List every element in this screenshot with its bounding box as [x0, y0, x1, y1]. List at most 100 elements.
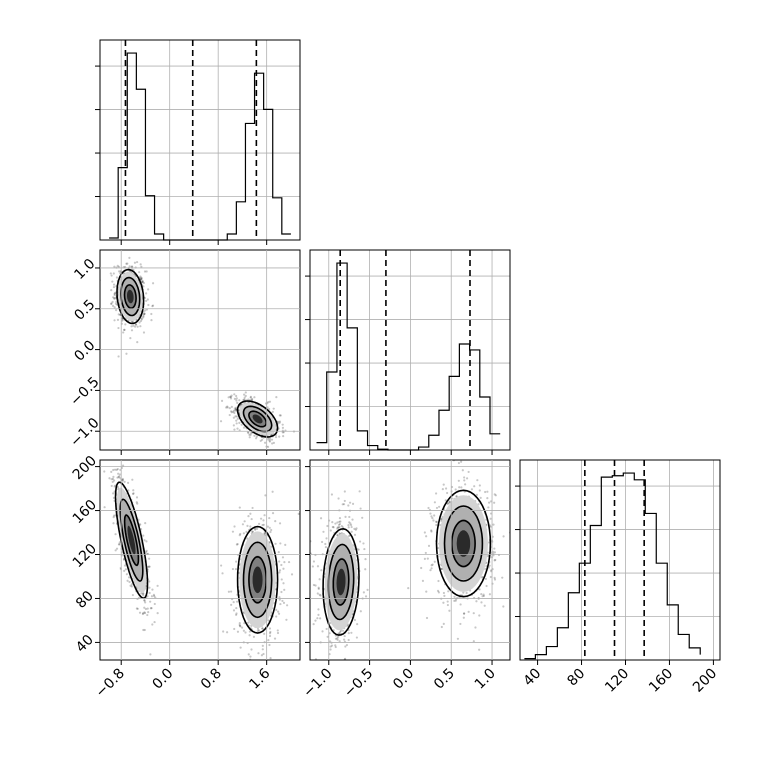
- sample-point: [476, 479, 479, 482]
- sample-point: [342, 683, 344, 685]
- sample-point: [281, 431, 284, 434]
- sample-point: [459, 622, 462, 626]
- sample-point: [112, 468, 115, 472]
- sample-point: [430, 530, 433, 533]
- sample-point: [268, 407, 271, 411]
- sample-point: [219, 420, 223, 423]
- sample-point: [488, 593, 491, 596]
- sample-point: [472, 640, 475, 643]
- sample-point: [262, 652, 265, 656]
- sample-point: [225, 406, 228, 409]
- sample-point: [143, 312, 146, 315]
- sample-point: [342, 503, 346, 506]
- sample-point: [436, 589, 440, 593]
- sample-point: [351, 502, 355, 505]
- sample-point: [267, 438, 270, 441]
- sample-point: [278, 596, 281, 599]
- sample-point: [427, 544, 431, 547]
- sample-point: [312, 560, 316, 563]
- sample-point: [258, 522, 261, 525]
- sample-point: [130, 585, 133, 588]
- sample-point: [235, 606, 238, 610]
- sample-point: [448, 500, 451, 503]
- x-tick-label-p3: 160: [646, 666, 676, 696]
- sample-point: [489, 525, 492, 528]
- sample-point: [111, 477, 115, 480]
- sample-point: [454, 599, 457, 602]
- sample-point: [248, 634, 251, 637]
- sample-point: [278, 420, 282, 423]
- sample-point: [344, 645, 347, 648]
- sample-point: [344, 515, 347, 518]
- sample-point: [140, 265, 143, 268]
- sample-point: [228, 413, 231, 417]
- sample-point: [432, 519, 435, 522]
- sample-point: [340, 532, 343, 535]
- sample-point: [278, 598, 281, 601]
- sample-point: [143, 628, 146, 632]
- sample-point: [261, 627, 264, 630]
- sample-point: [473, 485, 476, 488]
- sample-point: [124, 265, 127, 269]
- sample-point: [112, 283, 116, 286]
- sample-point: [130, 265, 133, 268]
- sample-point: [480, 601, 483, 604]
- sample-point: [153, 594, 156, 598]
- sample-point: [280, 578, 283, 581]
- contour-line: [242, 541, 273, 619]
- sample-point: [348, 521, 351, 524]
- sample-point: [239, 646, 242, 649]
- sample-point: [336, 638, 339, 641]
- sample-point: [142, 534, 145, 537]
- sample-point: [467, 610, 470, 613]
- sample-point: [144, 309, 147, 312]
- sample-point: [156, 584, 159, 587]
- sample-point: [493, 559, 496, 562]
- sample-point: [254, 527, 257, 530]
- sample-point: [347, 504, 350, 507]
- sample-point: [251, 506, 254, 510]
- sample-point: [285, 618, 288, 621]
- sample-point: [229, 395, 232, 398]
- sample-point: [486, 497, 489, 500]
- sample-point: [129, 584, 132, 587]
- sample-point: [332, 526, 335, 529]
- sample-point: [366, 588, 369, 591]
- sample-point: [336, 526, 339, 529]
- sample-point: [462, 612, 466, 615]
- sample-point: [446, 600, 449, 603]
- sample-point: [113, 297, 116, 300]
- sample-point: [220, 564, 223, 567]
- sample-point: [256, 629, 259, 633]
- sample-point: [349, 672, 351, 674]
- sample-point: [278, 421, 281, 424]
- sample-point: [134, 323, 137, 326]
- sample-point: [261, 627, 264, 630]
- contour-line: [450, 519, 476, 568]
- sample-point: [462, 612, 466, 615]
- sample-point: [485, 584, 488, 588]
- sample-point: [240, 626, 244, 629]
- sample-point: [325, 627, 328, 631]
- sample-point: [110, 484, 113, 488]
- sample-point: [434, 492, 438, 495]
- sample-point: [136, 502, 139, 505]
- sample-point: [347, 524, 350, 527]
- sample-point: [144, 601, 147, 604]
- sample-point: [431, 517, 434, 520]
- sample-point: [143, 599, 146, 602]
- sample-point: [141, 281, 144, 284]
- sample-point: [238, 506, 241, 509]
- sample-point: [464, 483, 467, 486]
- sample-point: [478, 648, 481, 651]
- sample-point: [269, 530, 272, 534]
- sample-point: [232, 609, 236, 612]
- sample-point: [110, 478, 113, 481]
- sample-point: [324, 542, 327, 546]
- sample-point: [135, 496, 139, 499]
- density-level: [456, 530, 471, 557]
- sample-point: [342, 638, 346, 641]
- sample-point: [145, 540, 148, 543]
- sample-point: [330, 493, 334, 496]
